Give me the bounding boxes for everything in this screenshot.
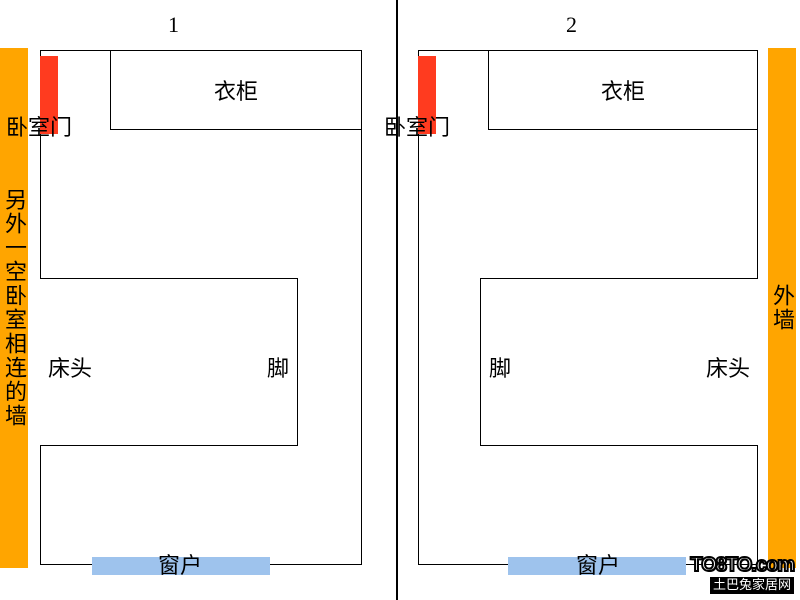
plan1-door-label: 卧室门 bbox=[6, 110, 72, 142]
plan1-bed-head-label: 床头 bbox=[48, 351, 92, 383]
plan1-bed: 床头 脚 bbox=[40, 278, 298, 446]
plan1-left-wall-text: 另外一空卧室相连的墙 bbox=[0, 188, 30, 428]
plan1-wardrobe-label: 衣柜 bbox=[214, 74, 258, 106]
plan1-window-label: 窗户 bbox=[158, 548, 202, 580]
watermark-line2: 土巴兔家居网 bbox=[710, 577, 794, 593]
plan2-door-label: 卧室门 bbox=[384, 110, 450, 142]
plan2-title: 2 bbox=[566, 12, 577, 38]
plan2-bed: 床头 脚 bbox=[480, 278, 758, 446]
center-divider bbox=[396, 0, 398, 600]
plan1-title: 1 bbox=[168, 12, 179, 38]
plan2-wardrobe-label: 衣柜 bbox=[601, 74, 645, 106]
plan2-wardrobe: 衣柜 bbox=[488, 50, 758, 130]
plan2-right-wall-text: 外墙 bbox=[766, 284, 798, 332]
watermark: TO8TO.com 土巴兔家居网 bbox=[690, 554, 794, 594]
plan2-bed-head-label: 床头 bbox=[706, 351, 750, 383]
plan2-right-wall: 外墙 bbox=[768, 48, 796, 568]
watermark-line1: TO8TO.com bbox=[690, 554, 794, 576]
plan2-window-label: 窗户 bbox=[576, 548, 620, 580]
plan1-bed-foot-label: 脚 bbox=[267, 351, 289, 383]
plan2-bed-foot-label: 脚 bbox=[489, 351, 511, 383]
plan1-wardrobe: 衣柜 bbox=[110, 50, 362, 130]
